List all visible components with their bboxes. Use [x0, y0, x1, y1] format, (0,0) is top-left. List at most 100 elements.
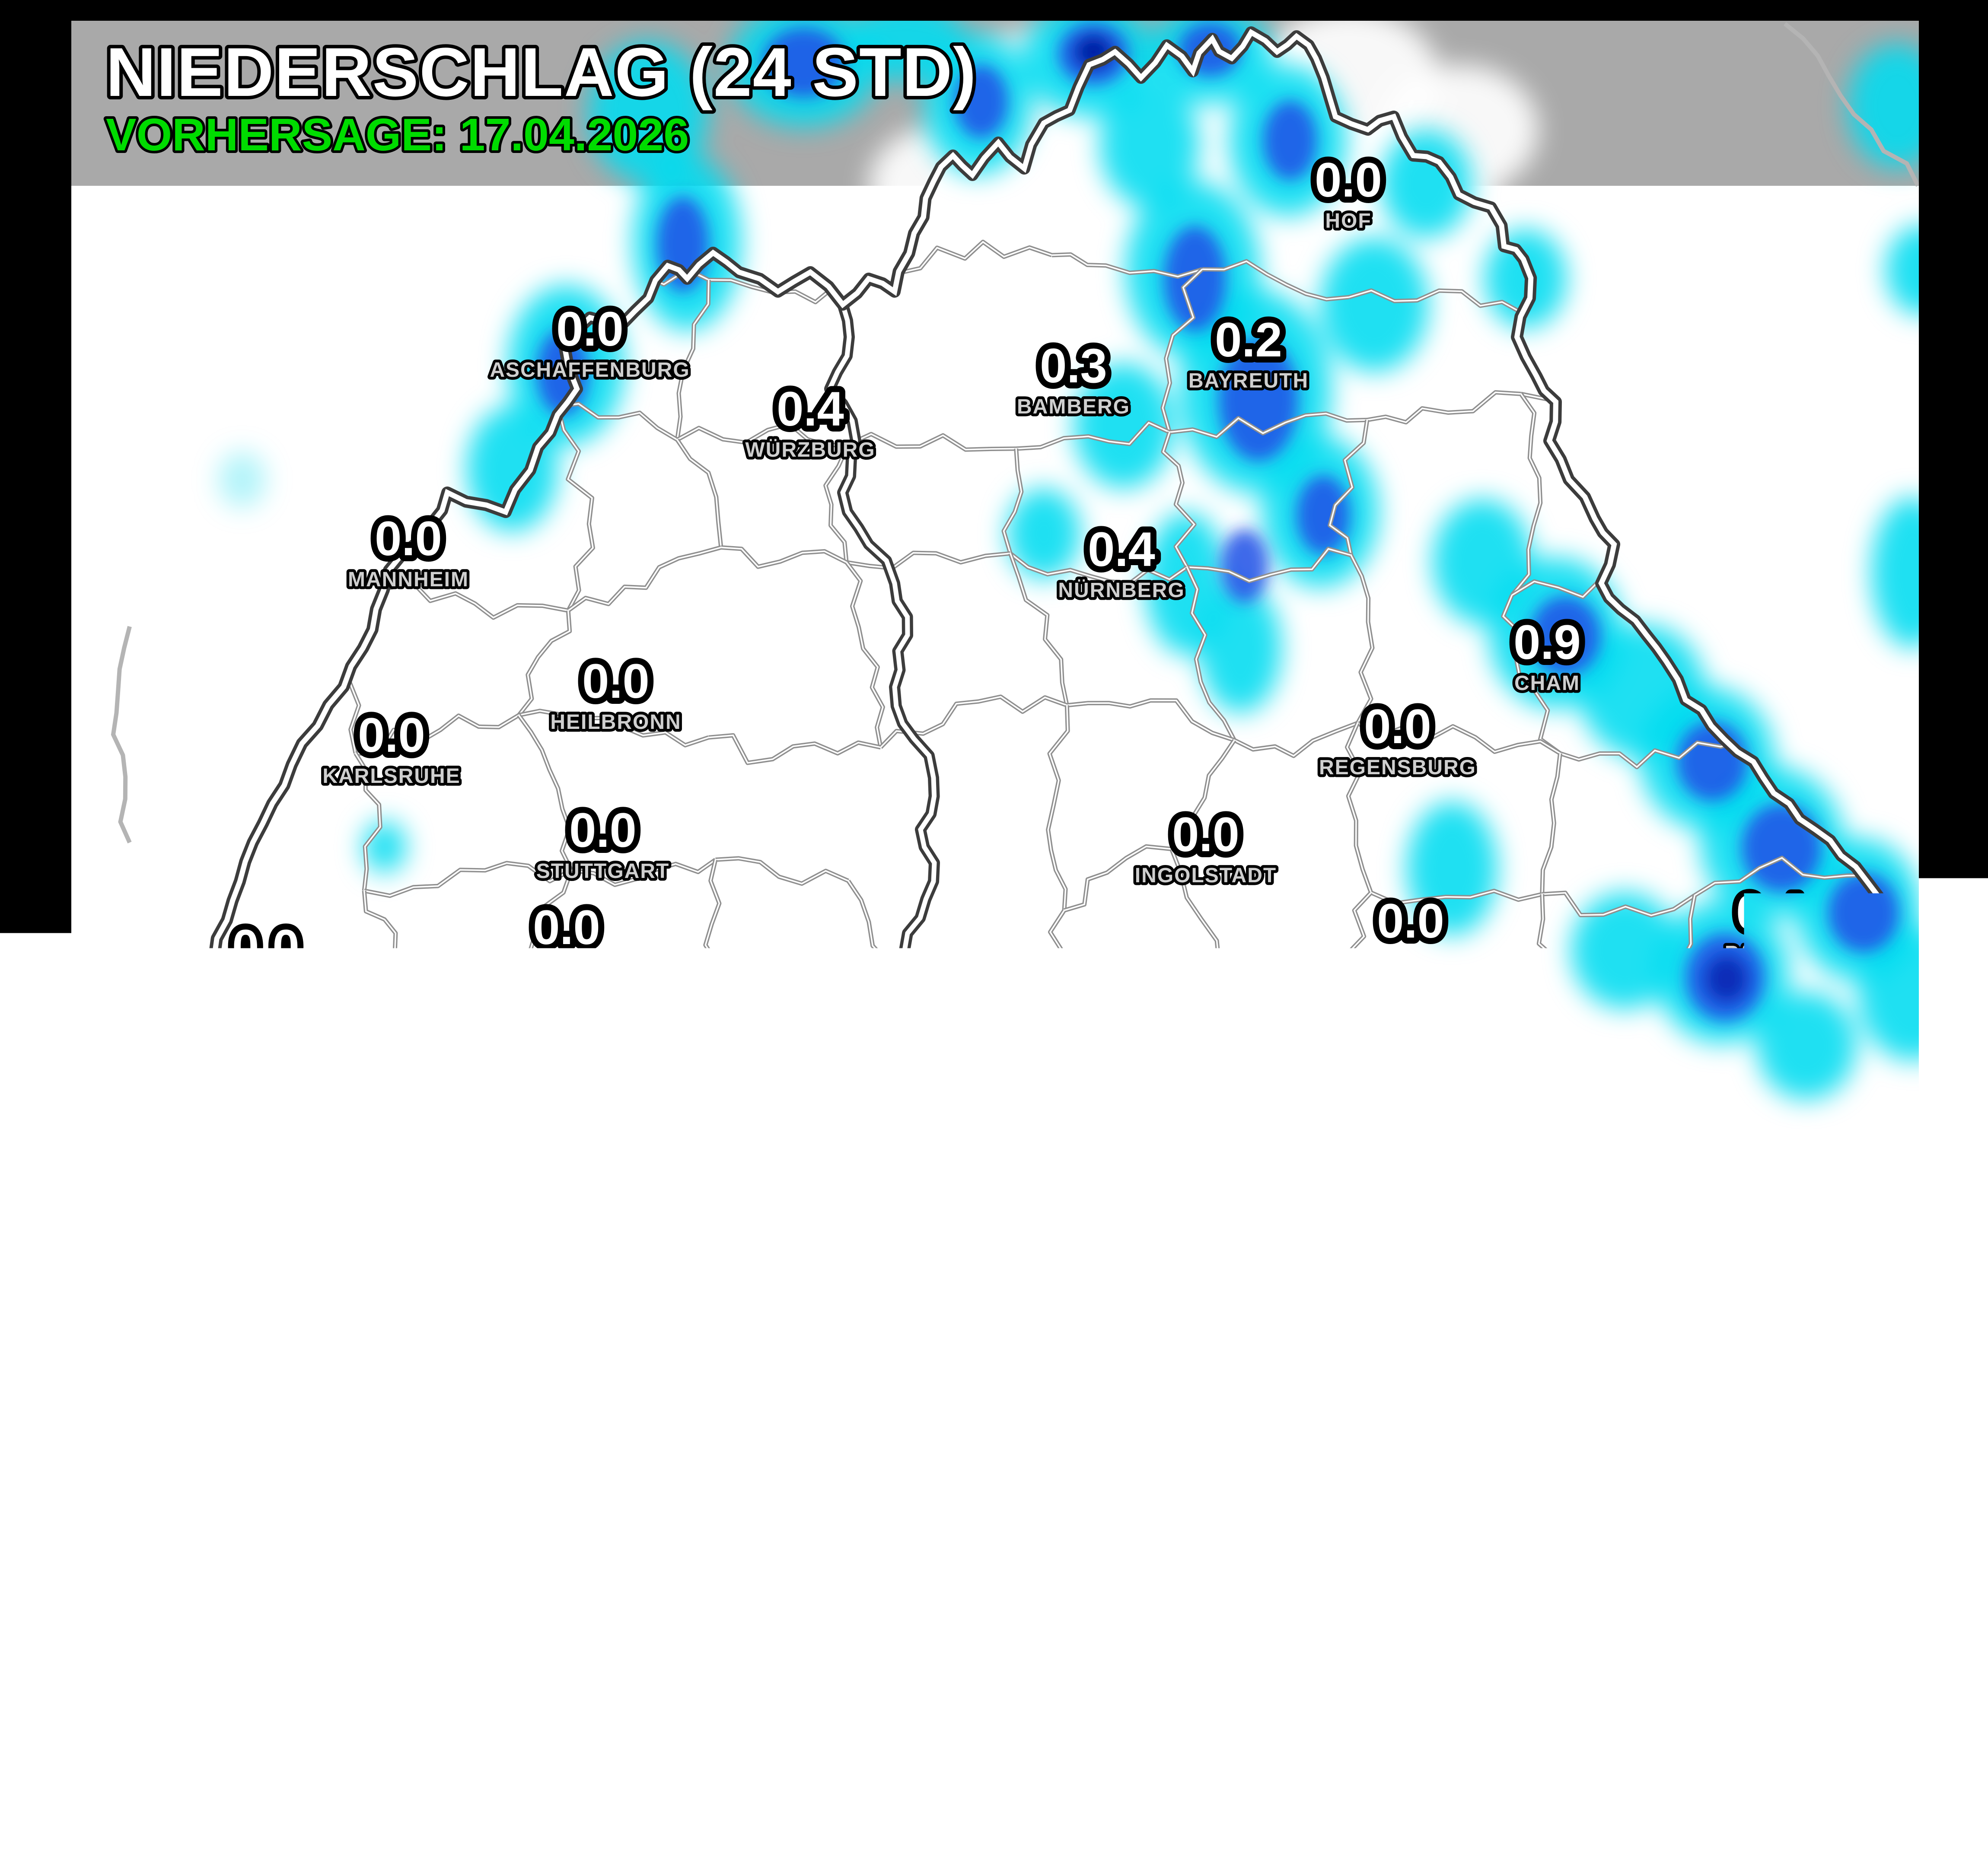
station-name: HOF — [1325, 210, 1371, 232]
station-name: LANDSHUT — [1350, 951, 1471, 973]
stats-row: WEST: 0.0mm SO: 0.0mm — [1379, 1687, 1889, 1729]
legend-tick-mark — [1170, 1832, 1171, 1847]
station-name: AUGSBURG — [1006, 1015, 1134, 1038]
station-name: OBERSTDORF — [827, 1393, 981, 1416]
legend-tick-label: 100 — [1156, 1849, 1184, 1870]
station-name: LÖRRACH — [133, 1322, 243, 1345]
precipitation-map: 0.0 HOF 0.0 ASCHAFFENBURG 0.2BAYREUTH 0.3BAMB… — [71, 21, 1919, 1538]
station-value: 0.4 — [1088, 522, 1155, 576]
stats-row: WEST: 1.0mm SO: 0.1mm — [774, 1687, 1284, 1729]
precip-value: 0.3mm — [1729, 1603, 1889, 1628]
region-label: MITTE: — [1621, 1606, 1729, 1627]
legend-tick-label: 60 — [918, 1849, 937, 1870]
region-label: NORD: — [774, 1606, 882, 1627]
legend-underline — [95, 1827, 1415, 1831]
precip-value: 0.0mm — [467, 1645, 627, 1670]
station-value: 0.0 — [1315, 153, 1382, 207]
precip-value: 0.0mm — [1487, 1687, 1621, 1712]
stats-table-0: NORD: 0.0mm MITTE: 0.0mm SÜD: 0.0mm SW: 0.0mm WE… — [117, 1603, 627, 1729]
legend-tick-mark — [575, 1832, 576, 1847]
precip-value: 0.7mm — [1124, 1645, 1284, 1670]
station-lindau: 0.0 LINDAU — [697, 1289, 781, 1369]
legend-tick-mark — [775, 1832, 776, 1847]
station-value: 0.0 — [358, 708, 425, 762]
legend-tick-label: 20 — [566, 1849, 584, 1870]
station-name: NÜRNBERG — [1058, 579, 1185, 602]
station-name: BERCHTESGADEN — [1542, 1313, 1743, 1336]
station-name: STUTTGART — [536, 860, 670, 883]
station-name: PASSAU — [1725, 942, 1815, 965]
station-value: 0.0 — [556, 302, 624, 356]
update-timestamp: UPDATE: 17.04.2026 | 08:08 UHR — [1329, 1473, 1904, 1514]
region-label: SO: — [359, 1690, 467, 1711]
precip-value: 0.0mm — [1124, 1603, 1284, 1628]
station-value: 0.0 — [371, 1093, 438, 1147]
region-label: MITTE: — [359, 1606, 467, 1627]
station-name: WÜRZBURG — [745, 439, 875, 461]
legend-colorbar — [97, 1792, 1413, 1827]
weather-app-window: 0.0 HOF 0.0 ASCHAFFENBURG 0.2 BAYREUTH 0.3 BAMB… — [0, 0, 1988, 1867]
stats-table-2: NORD: 0.0mm MITTE: 0.3mm SÜD: 6.4mm SW: 0.0mm WE… — [1379, 1603, 1889, 1729]
legend-tick-label: 40 — [766, 1849, 784, 1870]
station-name: ROSENHEIM — [1336, 1218, 1470, 1241]
region-label: NORD: — [117, 1606, 225, 1627]
station-passau: 0.4 PASSAU — [1725, 885, 1815, 965]
stats-row: SÜD: 6.4mm SW: 0.0mm — [1379, 1645, 1889, 1687]
station-name: CHAM — [1514, 672, 1580, 695]
station-value: 0.0 — [870, 1337, 937, 1391]
station-value: 0.0 — [1036, 959, 1103, 1013]
legend-unit-label: Einheit — [97, 1758, 1413, 1781]
precip-value: 0.0mm — [225, 1645, 359, 1670]
panel-divider — [713, 1564, 714, 1763]
station-name: ULM — [797, 1009, 844, 1032]
precip-value: 6.4mm — [1487, 1645, 1621, 1670]
station-value: 0.0 — [533, 900, 600, 954]
station-name: MÜNCHEN — [1195, 1119, 1307, 1142]
station-name: REGENSBURG — [1319, 756, 1476, 779]
panel-pill-regen-1: REGEN — [974, 1552, 1083, 1582]
precip-value: 0.0mm — [467, 1687, 627, 1712]
station-value: 0.0 — [1609, 1257, 1676, 1311]
station-name: FREIBURG — [182, 1175, 298, 1198]
station-value: 0.3 — [1040, 339, 1107, 393]
station-value: 0.0 — [1217, 1062, 1285, 1116]
station-value: 0.0 — [1369, 1162, 1437, 1216]
station-value: 0.0 — [1172, 808, 1239, 862]
panel-divider — [1331, 1564, 1332, 1763]
station-value: 0.0 — [1377, 894, 1444, 948]
legend-tick-label: 120 — [1257, 1849, 1285, 1870]
region-label: SÜD: — [117, 1648, 225, 1669]
legend-tick-mark — [1367, 1832, 1368, 1847]
precip-value: 0.0mm — [1729, 1645, 1889, 1670]
region-label: MITTE: — [1016, 1606, 1124, 1627]
region-label: SW: — [359, 1648, 467, 1669]
precip-value: 0.0mm — [225, 1603, 359, 1628]
precip-value: 0.1mm — [1124, 1687, 1284, 1712]
station-value: 0.0 — [232, 920, 299, 974]
station-name: LINDAU — [697, 1346, 781, 1369]
region-label: NORD: — [1379, 1606, 1487, 1627]
panel-pill-regen-2: REGEN — [1579, 1552, 1689, 1582]
precip-value: 0.0mm — [225, 1687, 359, 1712]
stats-row: SÜD: 2.4mm SW: 0.7mm — [774, 1645, 1284, 1687]
region-label: SW: — [1016, 1648, 1124, 1669]
station-name: TÜBINGEN — [509, 957, 624, 980]
region-label: WEST: — [774, 1690, 882, 1711]
station-name: KARLSRUHE — [322, 765, 460, 788]
statistics-panel: WOLKEN NORD: 0.0mm MITTE: 0.0mm SÜD: 0.0mm SW: 0… — [0, 1538, 1988, 1867]
stats-table-1: NORD: 2.5mm MITTE: 0.0mm SÜD: 2.4mm SW: 0.7mm WE… — [774, 1603, 1284, 1729]
region-label: SO: — [1016, 1690, 1124, 1711]
region-label: SÜD: — [1379, 1648, 1487, 1669]
station-name: KEMPTEN — [858, 1270, 965, 1293]
station-value: 0.0 — [154, 1266, 222, 1320]
stats-row: NORD: 2.5mm MITTE: 0.0mm — [774, 1603, 1284, 1645]
legend-tick-mark — [1055, 1832, 1057, 1847]
station-value: 0.0 — [1522, 1026, 1590, 1080]
precip-value: 0.0mm — [467, 1603, 627, 1628]
station-name: ALTÖTTING — [1493, 1082, 1618, 1105]
station-value: 0.0 — [206, 1119, 274, 1173]
stats-row: NORD: 0.0mm MITTE: 0.0mm — [117, 1603, 627, 1645]
region-label: SW: — [1621, 1648, 1729, 1669]
forecast-date-subtitle: VORHERSAGE: 17.04.2026 — [106, 109, 689, 160]
stats-row: SÜD: 0.0mm SW: 0.0mm — [117, 1645, 627, 1687]
